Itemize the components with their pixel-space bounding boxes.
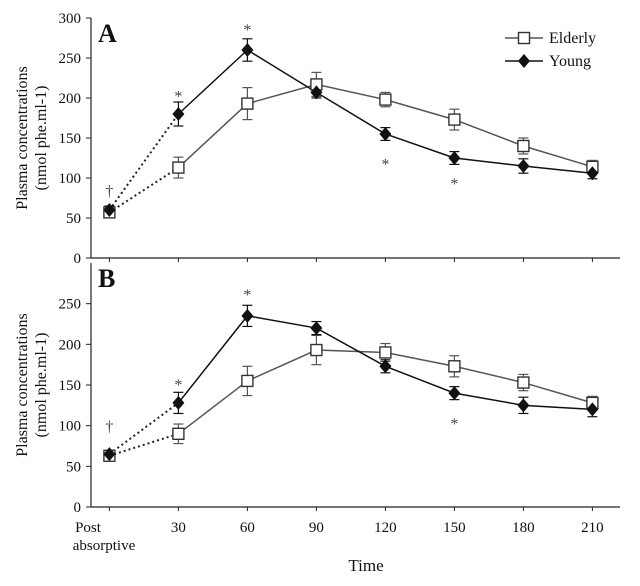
significance-dagger: †: [105, 183, 113, 200]
data-point-young: [241, 43, 254, 57]
data-point-elderly: [379, 93, 392, 106]
data-point-young: [586, 166, 599, 181]
data-point-young: [379, 127, 392, 141]
series-line-dotted-elderly: [109, 432, 179, 457]
significance-asterisk: *: [174, 377, 182, 394]
data-point-elderly: [517, 139, 530, 153]
data-point-young: [241, 308, 254, 323]
legend-label-elderly: Elderly: [549, 30, 596, 47]
y-axis-label-units: (nmol phe.ml-1): [33, 333, 50, 438]
y-tick-label: 150: [59, 131, 82, 147]
data-point-young: [586, 402, 599, 417]
x-tick-label: 90: [309, 520, 324, 536]
data-point-elderly: [241, 97, 254, 110]
data-point-young: [379, 359, 392, 374]
data-point-young: [448, 386, 461, 401]
data-point-young: [172, 107, 185, 121]
data-point-elderly: [172, 427, 185, 440]
y-tick-label: 250: [59, 51, 82, 67]
legend-label-young: Young: [549, 53, 591, 70]
x-tick-label: 210: [581, 520, 604, 536]
y-axis-label: Plasma concentrations: [14, 313, 31, 457]
data-point-elderly: [241, 374, 254, 388]
data-point-young: [103, 203, 116, 217]
y-tick-label: 100: [59, 419, 82, 435]
significance-asterisk: *: [174, 89, 182, 106]
legend: Elderly Young: [505, 30, 596, 70]
legend-marker-elderly: [517, 31, 531, 45]
panel-label: B: [98, 264, 115, 293]
y-tick-label: 50: [66, 211, 81, 227]
data-point-young: [310, 321, 323, 336]
y-tick-label: 150: [59, 378, 82, 394]
significance-asterisk: *: [243, 22, 251, 39]
y-tick-label: 0: [74, 500, 82, 516]
series-line-dotted-elderly: [108, 166, 179, 214]
data-point-young: [172, 395, 185, 410]
data-point-elderly: [310, 343, 323, 357]
chart-panel-b: 0 50 100 150 200 250 Plasma concentrations (nmo…: [14, 263, 620, 516]
data-point-young: [448, 151, 461, 165]
y-axis-label-units: (nmol phe.ml-1): [33, 86, 50, 191]
y-tick-label: 50: [66, 459, 81, 475]
data-point-elderly: [448, 360, 461, 373]
data-point-elderly: [448, 113, 461, 126]
chart-panel-a: 0 50 100 150 200 250 300 Plasma concentrations(…: [14, 11, 620, 267]
panel-label: A: [98, 19, 117, 48]
data-point-young: [310, 85, 323, 100]
data-point-elderly: [172, 161, 185, 174]
significance-dagger: †: [105, 419, 113, 436]
legend-marker-young: [518, 54, 530, 68]
y-tick-label: 100: [59, 171, 82, 187]
data-point-young: [103, 447, 116, 462]
series-line-young: [177, 49, 593, 174]
data-point-young: [517, 398, 530, 413]
x-tick-label-line2: absorptive: [73, 538, 136, 554]
x-tick-label: 30: [171, 520, 186, 536]
x-tick-label: 150: [443, 520, 466, 536]
data-point-young: [517, 159, 530, 173]
y-tick-label: 0: [74, 251, 82, 267]
x-axis-label: Time: [348, 556, 383, 575]
y-tick-label: 250: [59, 297, 82, 313]
y-tick-label: 300: [59, 11, 82, 27]
significance-asterisk: *: [381, 157, 389, 174]
x-tick-label: 60: [240, 520, 255, 536]
y-tick-label: 200: [59, 337, 82, 353]
data-point-elderly: [379, 346, 392, 359]
y-tick-label: 200: [59, 91, 82, 107]
significance-asterisk: *: [450, 176, 458, 193]
significance-asterisk: *: [450, 416, 458, 433]
series-line-dotted-young: [108, 402, 179, 455]
x-tick-label: Post: [75, 520, 102, 536]
series-line-dotted-young: [108, 113, 180, 211]
x-tick-label: 180: [512, 520, 535, 536]
x-tick-label: 120: [374, 520, 397, 536]
y-axis-label: Plasma concentrations: [14, 66, 31, 210]
significance-asterisk: *: [243, 287, 251, 304]
data-point-elderly: [517, 376, 530, 389]
